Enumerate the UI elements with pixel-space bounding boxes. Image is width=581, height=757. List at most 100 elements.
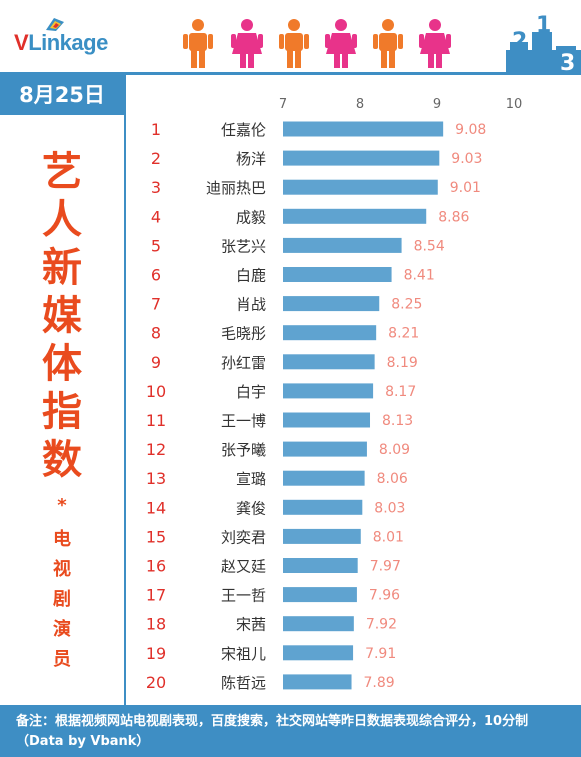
subtitle-char: 电 bbox=[53, 529, 71, 550]
category-label: 宣璐 bbox=[236, 470, 266, 488]
rank-label: 5 bbox=[151, 236, 161, 255]
bar bbox=[283, 325, 377, 341]
category-label: 肖战 bbox=[236, 296, 266, 314]
person-female-icon bbox=[231, 19, 263, 68]
category-label: 王一哲 bbox=[221, 587, 266, 605]
logo-v: V bbox=[14, 30, 29, 55]
bar bbox=[283, 412, 371, 428]
value-label: 8.54 bbox=[414, 238, 445, 254]
rank-label: 16 bbox=[146, 557, 166, 576]
person-male-icon bbox=[183, 19, 213, 68]
podium-3: 3 bbox=[560, 51, 575, 72]
value-label: 9.01 bbox=[450, 180, 481, 196]
bar bbox=[283, 558, 358, 573]
title-char: 人 bbox=[42, 197, 82, 243]
subtitle-char: 演 bbox=[53, 619, 71, 640]
rank-label: 18 bbox=[146, 615, 166, 634]
bar bbox=[283, 150, 440, 166]
category-label: 宋茜 bbox=[236, 616, 266, 634]
title-char: 数 bbox=[42, 437, 82, 483]
bar bbox=[283, 179, 438, 195]
rank-label: 20 bbox=[146, 673, 166, 692]
category-label: 龚俊 bbox=[236, 499, 266, 517]
bar bbox=[283, 121, 444, 137]
value-label: 8.06 bbox=[377, 471, 408, 487]
chart-subtitle: 电 视 剧 演 员 bbox=[50, 525, 74, 675]
rank-label: 1 bbox=[151, 120, 161, 139]
value-label: 8.01 bbox=[373, 529, 404, 545]
bar bbox=[283, 528, 361, 544]
value-label: 8.21 bbox=[388, 326, 419, 342]
person-male-icon bbox=[373, 19, 403, 68]
value-label: 7.91 bbox=[365, 646, 396, 662]
value-label: 7.96 bbox=[369, 588, 400, 604]
value-label: 8.86 bbox=[438, 209, 469, 225]
person-male-icon bbox=[279, 19, 309, 68]
bar bbox=[283, 208, 427, 224]
bar bbox=[283, 616, 354, 632]
chart-title: 艺 人 新 媒 体 指 数 bbox=[28, 148, 96, 484]
category-label: 张艺兴 bbox=[221, 237, 266, 255]
category-label: 赵又廷 bbox=[221, 558, 266, 576]
sidebar bbox=[0, 115, 124, 705]
category-label: 宋祖儿 bbox=[221, 645, 266, 663]
category-label: 孙红雷 bbox=[221, 354, 266, 372]
bar bbox=[283, 470, 365, 486]
value-label: 9.03 bbox=[451, 151, 482, 167]
category-label: 张予曦 bbox=[221, 441, 266, 459]
people-icons bbox=[183, 19, 451, 68]
vlinkage-logo: VLinkage bbox=[14, 30, 108, 56]
category-label: 成毅 bbox=[236, 208, 266, 226]
subtitle-char: 剧 bbox=[53, 589, 71, 610]
bar bbox=[283, 237, 402, 253]
podium-1: 1 bbox=[536, 14, 551, 38]
podium-2: 2 bbox=[512, 29, 527, 54]
value-label: 8.25 bbox=[391, 297, 422, 313]
category-label: 白鹿 bbox=[236, 267, 266, 285]
podium-icon: 2 1 3 bbox=[506, 14, 581, 72]
value-label: 7.89 bbox=[364, 675, 395, 691]
category-label: 刘奕君 bbox=[221, 528, 266, 546]
category-label: 王一博 bbox=[221, 412, 266, 430]
date-label: 8月25日 bbox=[0, 75, 124, 113]
value-label: 7.97 bbox=[370, 559, 401, 575]
rank-label: 14 bbox=[146, 498, 166, 517]
rank-label: 4 bbox=[151, 207, 161, 226]
value-label: 8.03 bbox=[374, 500, 405, 516]
title-asterisk: * bbox=[57, 495, 67, 516]
header: VLinkage 2 1 3 bbox=[0, 0, 581, 72]
value-label: 8.17 bbox=[385, 384, 416, 400]
rank-label: 9 bbox=[151, 353, 161, 372]
subtitle-char: 视 bbox=[53, 559, 71, 580]
top-rule bbox=[0, 72, 581, 75]
x-tick-label: 10 bbox=[506, 97, 523, 112]
value-label: 7.92 bbox=[366, 617, 397, 633]
rank-label: 2 bbox=[151, 149, 161, 168]
bar bbox=[283, 674, 352, 690]
value-label: 8.19 bbox=[387, 355, 418, 371]
bar bbox=[283, 441, 367, 457]
rank-label: 11 bbox=[146, 411, 166, 430]
value-label: 8.13 bbox=[382, 413, 413, 429]
value-label: 8.09 bbox=[379, 442, 410, 458]
rank-label: 17 bbox=[146, 586, 166, 605]
subtitle-char: 员 bbox=[53, 649, 71, 670]
title-char: 指 bbox=[42, 389, 82, 435]
title-char: 艺 bbox=[42, 149, 82, 195]
bar bbox=[283, 354, 375, 370]
footer-note: 备注：根据视频网站电视剧表现，百度搜索，社交网站等昨日数据表现综合评分，10分制… bbox=[0, 705, 581, 757]
date-underline bbox=[0, 113, 124, 115]
rank-label: 7 bbox=[151, 295, 161, 314]
logo-rest: Linkage bbox=[28, 30, 108, 55]
bar bbox=[283, 645, 354, 661]
bar bbox=[283, 383, 374, 399]
rank-label: 6 bbox=[151, 266, 161, 285]
bar bbox=[283, 267, 392, 282]
rank-label: 19 bbox=[146, 644, 166, 663]
rank-label: 15 bbox=[146, 527, 166, 546]
rank-label: 8 bbox=[151, 324, 161, 343]
category-label: 毛晓彤 bbox=[221, 325, 266, 343]
category-label: 任嘉伦 bbox=[221, 121, 266, 139]
rank-label: 10 bbox=[146, 382, 166, 401]
